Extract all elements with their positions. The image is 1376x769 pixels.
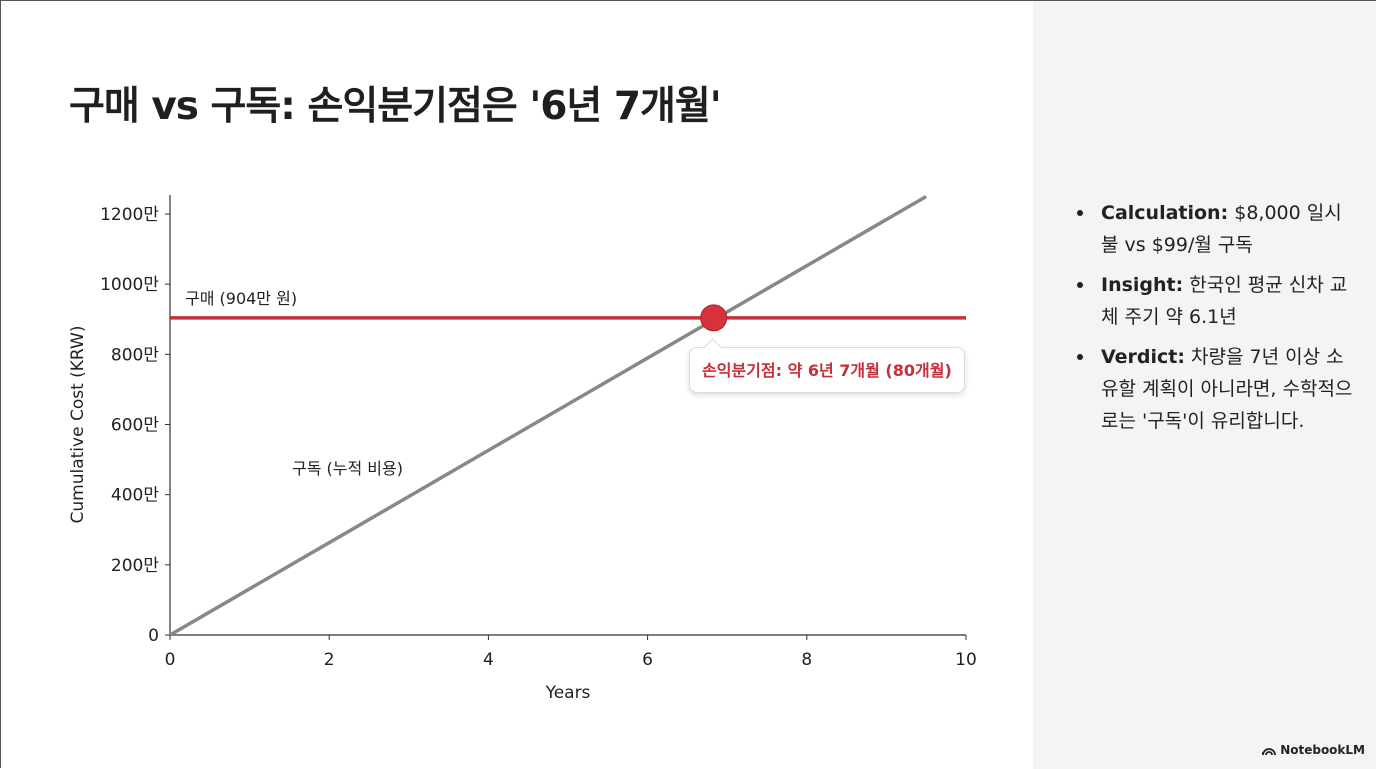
bullet-insight: Insight: 한국인 평균 신차 교체 주기 약 6.1년	[1073, 269, 1353, 333]
bullet-head: Insight:	[1101, 274, 1184, 296]
x-axis-label: Years	[545, 683, 591, 703]
bullet-text: $8,000 일시불 vs $99/월 구독	[1101, 202, 1342, 256]
notebooklm-icon	[1262, 748, 1277, 756]
x-tick-label: 4	[483, 650, 494, 670]
y-tick-label: 600만	[111, 416, 159, 436]
bullet-calculation: Calculation: $8,000 일시불 vs $99/월 구독	[1073, 197, 1353, 261]
bullet-head: Calculation:	[1101, 202, 1229, 224]
x-tick-label: 0	[165, 650, 176, 670]
subscription-line	[169, 194, 928, 637]
bullet-text: 한국인 평균 신차 교체 주기 약 6.1년	[1101, 274, 1348, 328]
purchase-label: 구매 (904만 원)	[185, 289, 297, 308]
notebooklm-logo: NotebookLM	[1262, 743, 1365, 757]
page-title: 구매 vs 구독: 손익분기점은 '6년 7개월'	[69, 84, 722, 129]
y-tick-label: 800만	[111, 345, 159, 365]
x-tick-label: 10	[955, 650, 977, 670]
y-tick-label: 0	[148, 626, 159, 646]
subscription-label: 구독 (누적 비용)	[292, 459, 403, 478]
bullet-head: Verdict:	[1101, 346, 1185, 368]
y-tick-label: 200만	[111, 556, 159, 576]
y-tick-label: 1200만	[100, 205, 159, 225]
slide-sidebar	[1033, 1, 1376, 769]
x-tick-label: 2	[324, 650, 335, 670]
breakeven-chart: 0 2 4 6 8 10 0 200만 400만 600만 800만 1000만 1200만 Years C…	[68, 194, 977, 703]
bullet-text: 차량을 7년 이상 소유할 계획이 아니라면, 수학적으로는 '구독'이 유리합…	[1101, 346, 1353, 432]
x-tick-label: 8	[801, 650, 812, 670]
y-tick-label: 400만	[111, 486, 159, 506]
bullet-list: Calculation: $8,000 일시불 vs $99/월 구독 Insi…	[1073, 197, 1353, 445]
logo-text: NotebookLM	[1280, 743, 1365, 757]
x-tick-label: 6	[642, 650, 653, 670]
bullet-verdict: Verdict: 차량을 7년 이상 소유할 계획이 아니라면, 수학적으로는 …	[1073, 341, 1353, 437]
y-axis-label: Cumulative Cost (KRW)	[68, 326, 88, 524]
y-tick-label: 1000만	[100, 275, 159, 295]
breakeven-callout: 손익분기점: 약 6년 7개월 (80개월)	[689, 347, 965, 393]
breakeven-point	[700, 304, 728, 332]
